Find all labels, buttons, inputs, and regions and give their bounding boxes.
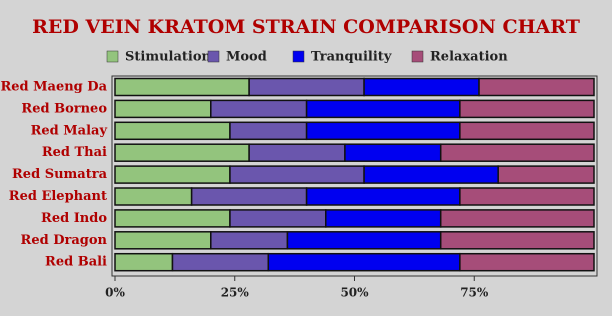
bar-segment (305, 121, 461, 141)
y-tick-label: Red Dragon (21, 233, 108, 248)
bar-segment (459, 121, 595, 141)
bar-segment (459, 187, 595, 206)
legend-swatch (207, 50, 220, 63)
legend-swatch (106, 50, 119, 63)
bar-segment (497, 165, 595, 184)
x-tick-label: 50% (340, 286, 369, 300)
chart-title: RED VEIN KRATOM STRAIN COMPARISON CHART (32, 16, 580, 38)
legend-swatch (411, 50, 424, 63)
bar-segment (229, 121, 308, 141)
bar-segment (459, 99, 595, 119)
y-tick-label: Red Indo (41, 211, 107, 226)
y-tick-label: Red Thai (42, 145, 107, 160)
legend-swatch (292, 50, 305, 63)
bar-segment (114, 187, 193, 206)
bar-segment (114, 209, 231, 228)
y-tick-label: Red Elephant (9, 189, 107, 204)
y-tick-label: Red Maeng Da (0, 80, 107, 95)
x-tick-label: 0% (105, 286, 125, 300)
x-tick-label: 75% (460, 286, 489, 300)
y-tick-label: Red Borneo (21, 101, 107, 116)
bar-segment (190, 187, 308, 206)
bar-segment (439, 209, 595, 228)
bar-segment (305, 99, 461, 119)
bar-segment (114, 77, 250, 97)
bar-segment (229, 209, 327, 228)
bar-segment (325, 209, 442, 228)
bar-segment (305, 187, 461, 206)
legend-label: Tranquility (311, 50, 392, 65)
bar-segment (344, 143, 442, 162)
y-tick-label: Red Bali (45, 255, 107, 270)
bar-segment (439, 143, 595, 162)
x-tick-label: 25% (221, 286, 250, 300)
bar-segment (114, 252, 174, 272)
bar-segment (114, 143, 250, 162)
bar-segment (248, 77, 365, 97)
bar-segment (114, 165, 231, 184)
bar-segment (286, 231, 442, 250)
bar-segment (114, 99, 212, 119)
bar-segment (210, 99, 308, 119)
bar-segment (114, 231, 212, 250)
bar-segment (363, 165, 499, 184)
legend-label: Stimulation (125, 50, 212, 65)
y-tick-label: Red Sumatra (12, 167, 108, 182)
bar-segment (114, 121, 231, 141)
y-tick-label: Red Malay (31, 123, 108, 138)
bar-segment (439, 231, 595, 250)
bar-segment (363, 77, 480, 97)
bar-segment (459, 252, 595, 272)
legend-label: Mood (226, 50, 267, 65)
legend-label: Relaxation (430, 50, 508, 65)
bar-segment (478, 77, 595, 97)
bar-segment (248, 143, 346, 162)
bar-segment (229, 165, 365, 184)
bar-segment (171, 252, 270, 272)
bar-segment (210, 231, 289, 250)
bar-segment (267, 252, 461, 272)
